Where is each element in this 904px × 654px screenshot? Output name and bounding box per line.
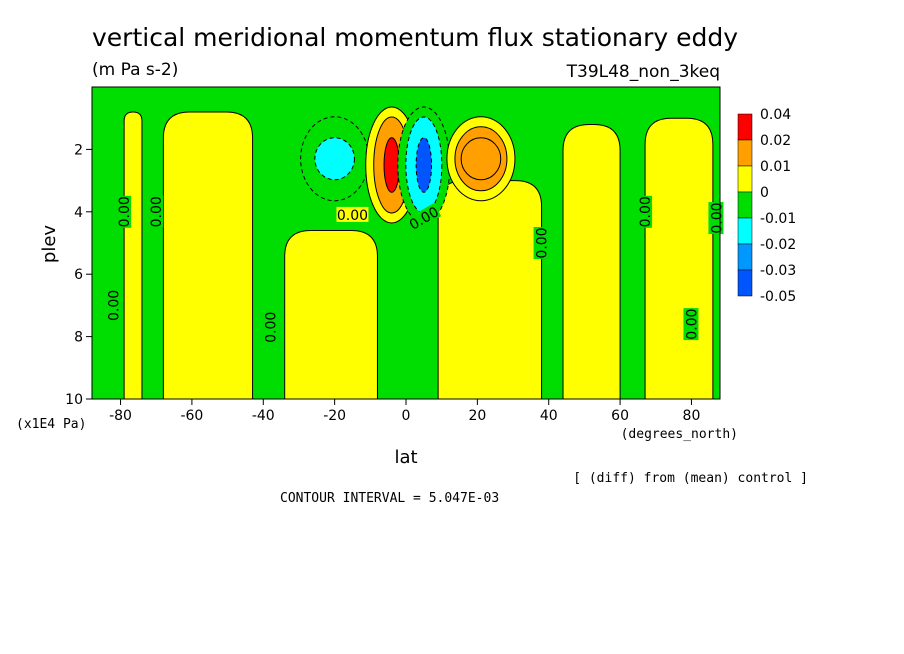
region-band: [562, 123, 621, 400]
chart-title: vertical meridional momentum flux statio…: [92, 23, 738, 52]
legend-swatch: [737, 165, 753, 193]
x-axis-units: (degrees_north): [621, 427, 738, 442]
y-tick-label: 4: [74, 205, 83, 221]
zero-contour-label: 0.00: [684, 309, 700, 340]
region-band: [162, 111, 254, 400]
zero-label-bg: [637, 195, 653, 228]
legend-label: 0.01: [760, 159, 791, 175]
zero-label-bg: [105, 289, 121, 322]
legend-label: 0.04: [760, 107, 791, 123]
legend-label: -0.02: [760, 237, 796, 253]
x-tick-label: 0: [402, 408, 411, 424]
legend-label: 0: [760, 185, 769, 201]
chart-units: (m Pa s-2): [92, 60, 178, 80]
zero-label-bg: [148, 195, 164, 228]
region-band: [644, 117, 714, 400]
x-axis-label: lat: [394, 447, 417, 468]
legend-label: 0.02: [760, 133, 791, 149]
y-axis-ticks: 2 4 6 8 10: [65, 142, 92, 408]
legend-swatch: [737, 113, 753, 141]
color-legend: 0.04 0.02 0.01 0 -0.01 -0.02 -0.03 -0.05: [737, 107, 796, 305]
zero-contour-label: 0.00: [535, 227, 551, 258]
legend-swatch: [737, 191, 753, 219]
zero-contour-label: 0.00: [337, 208, 368, 224]
y-tick-label: 8: [74, 330, 83, 346]
legend-label: -0.05: [760, 289, 796, 305]
x-axis-ticks: -80 -60 -40 -20 0 20 40 60 80: [109, 399, 700, 424]
x-tick-label: -80: [109, 408, 132, 424]
zero-label-bg: [336, 206, 369, 222]
legend-swatch: [737, 217, 753, 245]
x-tick-label: -20: [323, 408, 346, 424]
blob-core: [415, 137, 433, 193]
y-tick-label: 10: [65, 392, 83, 408]
zero-label-bg: [533, 227, 549, 259]
zero-label-bg: [116, 195, 132, 228]
x-tick-label: 40: [540, 408, 558, 424]
region-band: [437, 180, 543, 400]
y-tick-label: 2: [74, 142, 83, 158]
region-band: [123, 111, 143, 400]
zero-label-bg: [262, 311, 278, 344]
legend-swatch: [737, 269, 753, 297]
legend-swatch: [737, 139, 753, 167]
x-tick-label: -60: [180, 408, 203, 424]
contour-regions: [123, 106, 714, 400]
legend-label: -0.01: [760, 211, 796, 227]
y-axis-label: plev: [39, 225, 60, 264]
zero-contour-label: 0.00: [709, 202, 725, 233]
legend-label: -0.03: [760, 263, 796, 279]
blob-core: [383, 137, 400, 193]
blob-core: [314, 137, 355, 181]
run-label: T39L48_non_3keq: [566, 62, 720, 82]
zero-contour-label: 0.00: [263, 312, 279, 343]
x-tick-label: -40: [252, 408, 275, 424]
blob-core: [460, 137, 502, 181]
zero-contour-label: 0.00: [638, 196, 654, 227]
zero-contour-label: 0.00: [117, 196, 133, 227]
contour-interval: CONTOUR INTERVAL = 5.047E-03: [280, 491, 499, 506]
zero-label-bg: [683, 308, 699, 341]
legend-swatch: [737, 243, 753, 271]
zero-label-bg: [405, 203, 442, 233]
contour-plot: 0.00 0.000.000.000.00 0.000.000.00 0.000.00: [91, 86, 725, 400]
x-tick-label: 80: [683, 408, 701, 424]
x-tick-label: 60: [611, 408, 629, 424]
x-tick-label: 20: [468, 408, 486, 424]
y-tick-label: 6: [74, 267, 83, 283]
zero-contour-label: 0.00: [149, 196, 165, 227]
region-band: [284, 230, 378, 400]
diff-note: [ (diff) from (mean) control ]: [573, 471, 808, 486]
y-axis-units: (x1E4 Pa): [16, 417, 86, 432]
zero-contour-label: 0.00: [106, 290, 122, 321]
